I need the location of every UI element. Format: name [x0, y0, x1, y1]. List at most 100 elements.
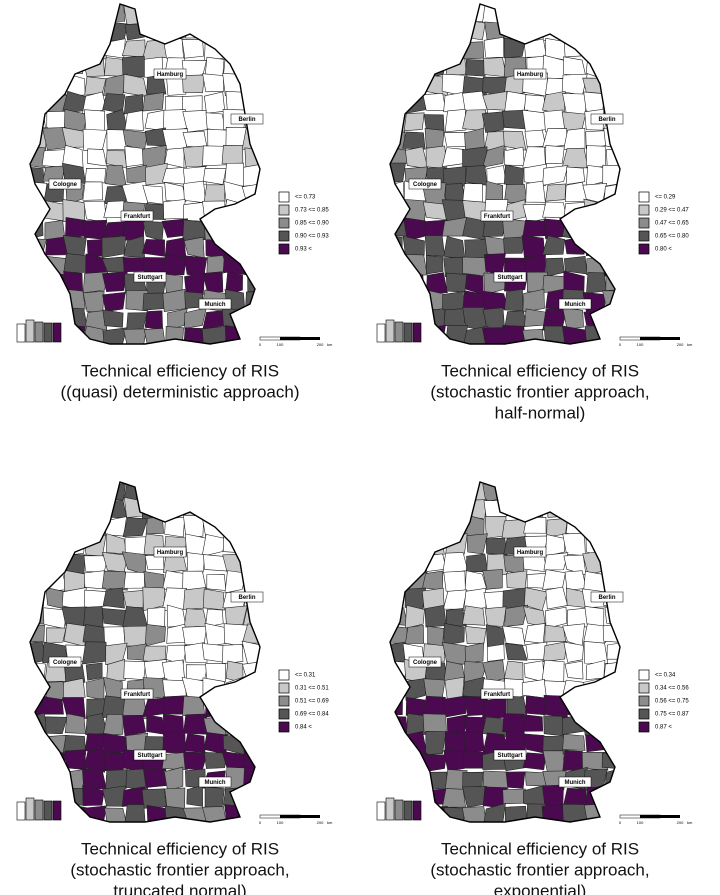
legend-label: 0.80 <	[655, 247, 672, 253]
region	[383, 2, 402, 23]
region	[525, 130, 546, 147]
region	[243, 253, 265, 274]
region	[106, 770, 128, 789]
region	[563, 533, 586, 555]
region	[24, 662, 45, 682]
region	[183, 343, 207, 362]
histogram-bar	[17, 802, 25, 820]
region	[584, 483, 608, 503]
legend-label: <= 0.73	[295, 195, 316, 201]
region	[523, 204, 545, 222]
region	[586, 236, 604, 256]
region	[65, 516, 84, 538]
legend-swatch	[279, 218, 289, 228]
region	[124, 572, 145, 588]
region	[84, 110, 104, 133]
region	[85, 77, 106, 96]
region	[183, 587, 205, 609]
city-label: Stuttgart	[498, 753, 523, 759]
scale-label: km	[687, 820, 693, 825]
region	[445, 502, 463, 519]
region	[463, 731, 484, 754]
region	[385, 821, 407, 840]
region	[603, 823, 626, 841]
region	[26, 587, 44, 606]
region	[484, 37, 504, 57]
region	[387, 163, 406, 183]
region	[546, 184, 566, 201]
city-label: Berlin	[598, 117, 615, 123]
region	[24, 21, 42, 43]
legend-swatch	[279, 670, 289, 680]
region	[502, 519, 526, 538]
region	[46, 628, 66, 644]
region	[603, 92, 624, 111]
region	[384, 293, 408, 312]
city-label: Cologne	[413, 660, 438, 666]
region	[183, 714, 208, 734]
region	[163, 289, 186, 311]
region	[423, 93, 446, 110]
region	[583, 500, 608, 521]
region	[603, 24, 626, 42]
region	[103, 786, 126, 806]
region	[86, 2, 104, 21]
region	[463, 772, 483, 788]
region	[603, 574, 628, 588]
region	[64, 253, 87, 272]
region	[584, 199, 607, 218]
region	[126, 165, 146, 184]
city-label: Munich	[565, 302, 586, 308]
region	[444, 309, 465, 326]
region	[43, 79, 67, 94]
region	[244, 239, 267, 257]
region	[243, 607, 267, 627]
legend-label: 0.85 <= 0.90	[295, 221, 329, 227]
region	[503, 789, 526, 804]
histogram-bar	[53, 323, 61, 342]
region	[604, 217, 626, 239]
region	[583, 700, 607, 719]
region	[106, 3, 125, 21]
region	[143, 92, 164, 111]
histogram-bar	[35, 800, 43, 820]
region	[44, 519, 66, 537]
region	[222, 37, 245, 60]
region	[83, 291, 104, 313]
region	[383, 681, 406, 697]
region	[204, 217, 226, 240]
region	[186, 3, 206, 24]
region	[442, 788, 465, 807]
region	[124, 661, 146, 680]
region	[563, 734, 585, 750]
region	[64, 37, 86, 58]
region	[182, 39, 204, 58]
region	[602, 785, 622, 808]
region	[444, 807, 465, 825]
city-label: Hamburg	[157, 550, 184, 556]
scale-bar	[640, 337, 680, 340]
region	[444, 571, 466, 593]
region	[487, 644, 504, 661]
region	[106, 21, 128, 41]
scale-label: 100	[277, 820, 284, 825]
region	[63, 480, 83, 503]
caption: (stochastic frontier approach,	[70, 860, 289, 879]
region	[442, 292, 464, 312]
region	[23, 768, 45, 788]
legend-swatch	[639, 244, 649, 254]
region	[386, 479, 404, 500]
region	[466, 554, 488, 572]
region	[564, 20, 585, 42]
legend-swatch	[639, 192, 649, 202]
region	[87, 149, 106, 166]
region	[103, 310, 123, 328]
region	[206, 239, 227, 258]
region	[102, 236, 126, 257]
region	[104, 57, 123, 76]
city-label: Frankfurt	[124, 214, 150, 220]
histogram-bar	[53, 801, 61, 820]
region	[25, 345, 46, 363]
region	[444, 623, 465, 645]
region	[586, 735, 607, 752]
